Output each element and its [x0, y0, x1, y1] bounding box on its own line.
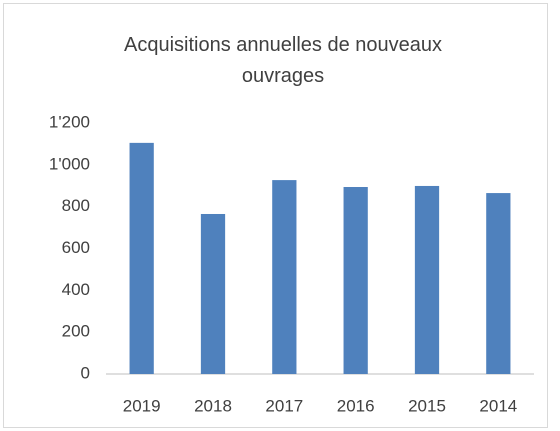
bar: [129, 142, 154, 374]
y-tick-label: 1'200: [49, 112, 90, 131]
bar: [486, 193, 511, 374]
chart-title: Acquisitions annuelles de nouveaux ouvra…: [124, 34, 442, 87]
bar: [200, 213, 226, 374]
y-tick-label: 800: [62, 196, 90, 215]
bar: [414, 185, 440, 374]
x-tick-label: 2018: [194, 396, 232, 415]
y-tick-label: 200: [62, 322, 90, 341]
x-tick-label: 2019: [123, 396, 161, 415]
x-tick-label: 2017: [265, 396, 303, 415]
y-tick-label: 600: [62, 238, 90, 257]
x-tick-label: 2016: [337, 396, 375, 415]
x-tick-label: 2015: [408, 396, 446, 415]
bar: [343, 187, 368, 374]
y-tick-label: 0: [81, 363, 90, 382]
y-tick-label: 1'000: [49, 154, 90, 173]
y-tick-label: 400: [62, 280, 90, 299]
x-tick-label: 2014: [479, 396, 517, 415]
bar: [272, 180, 297, 374]
